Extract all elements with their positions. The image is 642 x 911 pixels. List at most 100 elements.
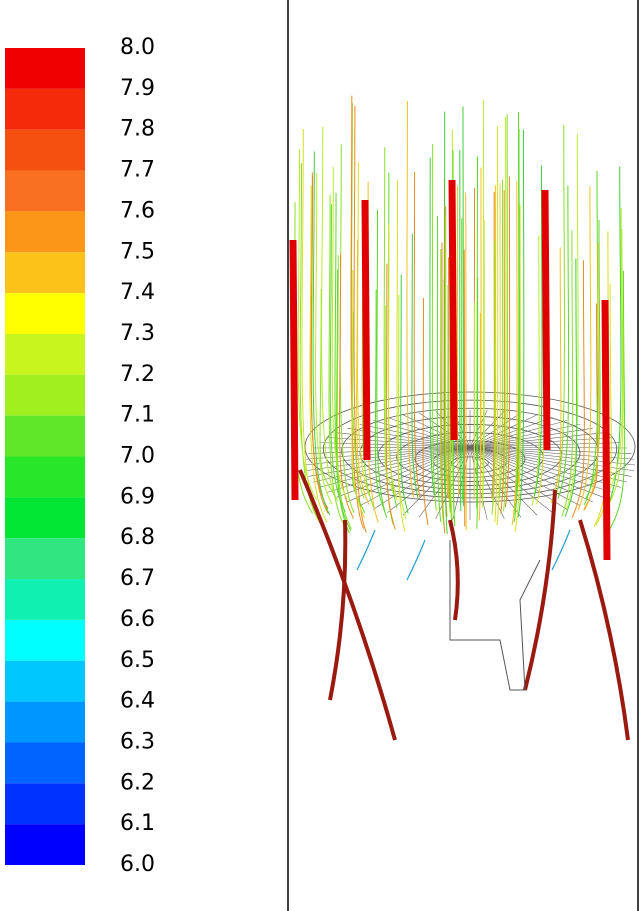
tick-label: 7.1 (120, 403, 155, 428)
mesh-spoke (308, 446, 471, 477)
streamline (319, 288, 337, 499)
mesh-spoke (469, 446, 488, 520)
leg (523, 489, 557, 691)
wisp (406, 539, 426, 581)
tick-label: 7.2 (120, 362, 155, 387)
streamline (309, 185, 328, 523)
streamline (482, 219, 485, 500)
streamline (312, 151, 331, 516)
mesh-spoke (469, 446, 522, 518)
flow-scene (287, 0, 639, 911)
color-band (5, 783, 85, 825)
color-band (5, 456, 85, 498)
streamline (606, 229, 624, 509)
streamline (561, 230, 574, 517)
tick-label: 6.1 (120, 811, 155, 836)
leg (578, 519, 630, 741)
tick-label: 7.3 (120, 321, 155, 346)
color-band (5, 293, 85, 334)
streamline (511, 181, 518, 526)
streamline (356, 239, 370, 505)
streamline (550, 247, 562, 504)
color-band (5, 619, 85, 661)
mesh-spoke (305, 446, 471, 460)
streamline (566, 134, 579, 509)
streamline (577, 186, 592, 511)
streamline (384, 305, 395, 496)
tick-label: 7.9 (120, 76, 155, 101)
red-streak (541, 189, 551, 451)
color-band (5, 252, 85, 294)
streamline (406, 101, 415, 498)
mesh-spoke (387, 417, 471, 448)
streamline (299, 163, 319, 520)
streamline (339, 144, 355, 514)
streamline (331, 167, 348, 500)
tick-label: 7.0 (120, 444, 155, 469)
streamline (533, 165, 543, 497)
color-band (5, 742, 85, 784)
tick-label: 7.8 (120, 117, 155, 142)
streamline (376, 209, 388, 518)
streamline (350, 95, 365, 529)
color-band (5, 374, 85, 416)
mesh-spoke (469, 410, 505, 448)
streamline (491, 240, 496, 515)
tick-label: 8.0 (120, 35, 155, 60)
streamline (350, 103, 365, 499)
mesh-spoke (452, 446, 471, 520)
streamline (315, 173, 333, 505)
streamline (517, 129, 525, 518)
mesh-spoke (469, 446, 581, 507)
tick-label: 6.6 (120, 607, 155, 632)
streamline (513, 128, 520, 523)
streamline (500, 189, 505, 514)
streamline (605, 208, 623, 497)
streamline (443, 111, 448, 534)
streamline (496, 183, 501, 526)
streamline (585, 220, 601, 499)
mesh-block (449, 540, 541, 691)
leg (328, 519, 348, 701)
streamline (440, 249, 445, 526)
streamline (444, 215, 449, 496)
streamline (413, 172, 421, 499)
streamline (514, 204, 521, 532)
color-band (5, 170, 85, 212)
tick-label: 6.4 (120, 689, 155, 714)
mesh-spoke (469, 446, 627, 483)
color-band (5, 211, 85, 253)
streamline (334, 192, 350, 534)
color-band (5, 660, 85, 702)
leg (448, 519, 460, 621)
red-streak (361, 199, 371, 461)
color-band (5, 333, 85, 375)
streamline (329, 204, 346, 513)
streamline (356, 161, 370, 497)
colorbar: 8.0 7.9 7.8 7.7 7.6 7.5 7.4 7.3 7.2 7.1 7.0 6.9 6.8 6… (5, 35, 155, 877)
mesh-spoke (387, 446, 471, 513)
streamline (374, 289, 386, 514)
streamline (429, 157, 435, 496)
streamline (583, 170, 599, 506)
streamline (553, 125, 566, 502)
streamline (502, 113, 508, 512)
leg (298, 469, 397, 741)
tick-label: 7.5 (120, 239, 155, 264)
streamline (459, 150, 462, 512)
mesh-spoke (469, 432, 604, 448)
color-band (5, 129, 85, 171)
color-band (5, 579, 85, 620)
streamline (461, 218, 464, 500)
tick-label: 6.0 (120, 852, 155, 877)
tick-label: 7.4 (120, 280, 155, 305)
red-streak (448, 179, 458, 441)
streamline (571, 260, 585, 519)
streamline (504, 176, 511, 508)
streamline (604, 166, 622, 513)
tick-label: 6.9 (120, 484, 155, 509)
streamline (584, 242, 600, 510)
tick-label: 6.3 (120, 729, 155, 754)
